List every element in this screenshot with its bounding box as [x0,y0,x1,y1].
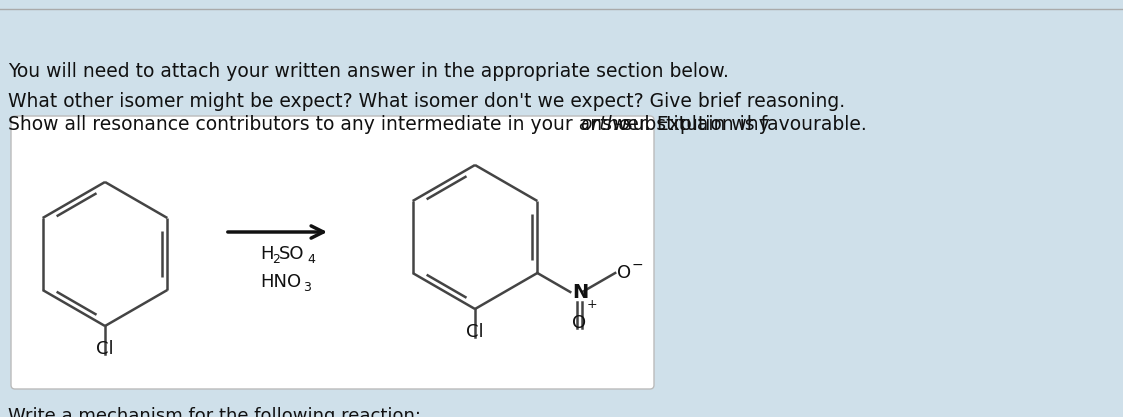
Text: You will need to attach your written answer in the appropriate section below.: You will need to attach your written ans… [8,62,729,81]
Text: What other isomer might be expect? What isomer don't we expect? Give brief reaso: What other isomer might be expect? What … [8,92,846,111]
Text: H: H [261,245,274,263]
Text: ortho: ortho [579,115,630,134]
Text: O: O [618,264,631,282]
Text: Show all resonance contributors to any intermediate in your answer. Explain why: Show all resonance contributors to any i… [8,115,776,134]
Text: 4: 4 [307,253,314,266]
Text: Cl: Cl [97,340,113,358]
Text: HNO: HNO [261,273,301,291]
Text: 2: 2 [272,253,280,266]
Text: SO: SO [279,245,304,263]
Text: O: O [573,314,586,332]
Text: Write a mechanism for the following reaction:: Write a mechanism for the following reac… [8,407,421,417]
Text: +: + [586,297,597,311]
Text: N: N [573,282,588,301]
Text: -substitution is favourable.: -substitution is favourable. [615,115,867,134]
Text: Cl: Cl [466,323,484,341]
Text: 3: 3 [303,281,311,294]
FancyBboxPatch shape [11,116,654,389]
Text: −: − [631,258,642,272]
